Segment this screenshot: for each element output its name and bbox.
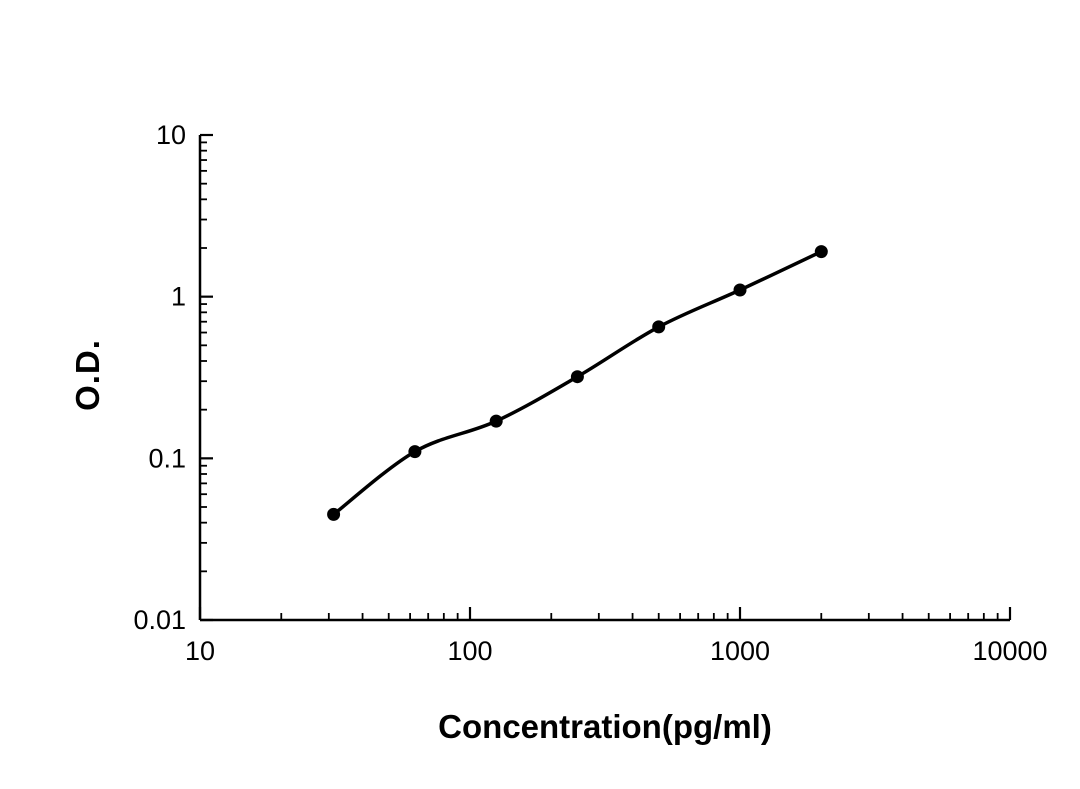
data-point bbox=[408, 445, 422, 459]
data-point bbox=[327, 507, 341, 521]
y-tick-label: 0.01 bbox=[133, 605, 186, 635]
x-tick-label: 10000 bbox=[972, 636, 1047, 666]
x-tick-label: 10 bbox=[185, 636, 215, 666]
x-tick-label: 1000 bbox=[710, 636, 770, 666]
data-point bbox=[489, 414, 503, 428]
data-point bbox=[733, 283, 747, 297]
y-tick-label: 10 bbox=[156, 120, 186, 150]
x-tick-label: 100 bbox=[447, 636, 492, 666]
data-point bbox=[814, 245, 828, 259]
data-point bbox=[652, 320, 666, 334]
y-axis-title: O.D. bbox=[69, 339, 106, 411]
x-axis-title: Concentration(pg/ml) bbox=[438, 708, 772, 745]
y-tick-label: 1 bbox=[171, 282, 186, 312]
data-point bbox=[570, 370, 584, 384]
y-tick-label: 0.1 bbox=[148, 443, 186, 473]
